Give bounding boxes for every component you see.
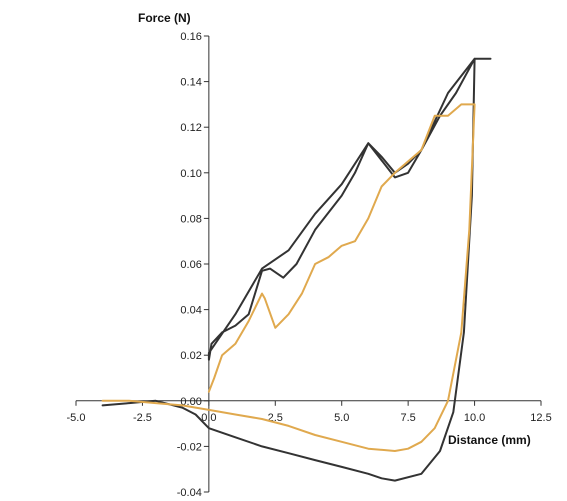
y-tick-label: 0.12 (180, 122, 201, 134)
series-line-1 (101, 57, 492, 482)
y-tick-label: -0.04 (177, 487, 202, 499)
x-tick-label: 7.5 (400, 412, 415, 424)
series-layer (101, 57, 492, 482)
y-axis: -0.04 -0.02 0.00 0.02 0.04 0.06 0.08 0.10 0.12 0.… (177, 31, 210, 499)
y-tick-label: -0.02 (177, 441, 202, 453)
x-tick-label: 10.0 (464, 412, 485, 424)
y-tick-label: 0.02 (180, 350, 201, 362)
series-line-2 (101, 103, 476, 452)
y-tick-label: 0.14 (180, 77, 201, 89)
y-tick-label: 0.04 (180, 305, 201, 317)
y-tick-label: 0.16 (180, 31, 201, 43)
x-tick-label: -5.0 (67, 412, 86, 424)
x-tick-label: 12.5 (530, 412, 551, 424)
x-axis-title: Distance (mm) (448, 433, 531, 447)
x-tick-label: 5.0 (334, 412, 349, 424)
y-tick-label: 0.08 (180, 213, 201, 225)
y-axis-title: Force (N) (138, 11, 191, 25)
x-tick-label: -2.5 (133, 412, 152, 424)
y-tick-label: 0.06 (180, 259, 201, 271)
x-axis: -5.0 -2.5 0.0 2.5 5.0 7.5 10.0 12.5 (67, 400, 552, 424)
y-tick-label: 0.00 (180, 396, 201, 408)
y-tick-label: 0.10 (180, 168, 201, 180)
